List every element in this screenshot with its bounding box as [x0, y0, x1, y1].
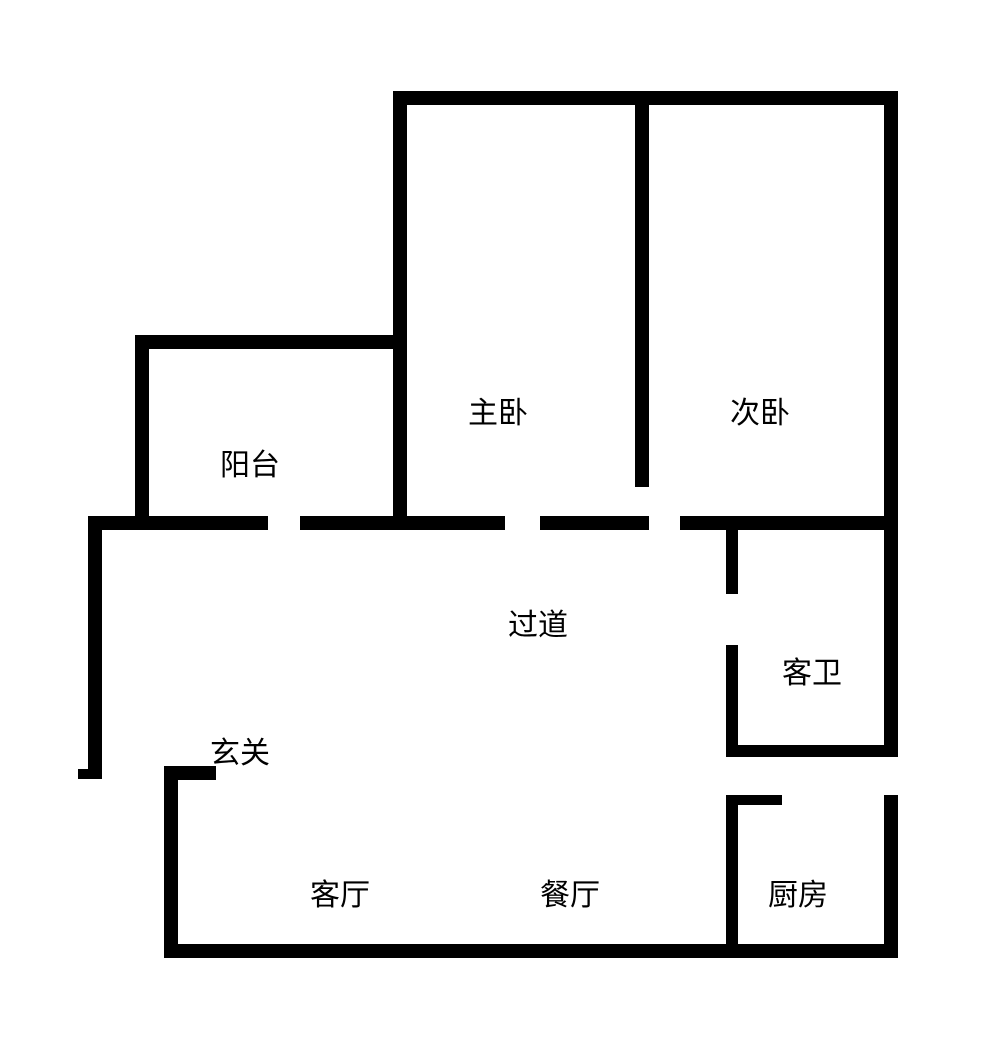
label-corridor: 过道 — [508, 600, 568, 644]
wall-outer-right-lower — [884, 795, 898, 958]
wall-mid-horiz-bed2 — [680, 516, 898, 530]
wall-mid-horiz-left — [88, 516, 268, 530]
wall-kitchen-left — [726, 795, 738, 944]
wall-outer-left-lower — [164, 766, 178, 958]
wall-bed-right-vert — [884, 91, 898, 529]
label-second_bedroom: 次卧 — [730, 388, 790, 432]
label-balcony: 阳台 — [220, 440, 280, 484]
wall-bed-left-vert — [393, 91, 407, 529]
wall-mid-horiz-center — [300, 516, 505, 530]
wall-balcony-top — [135, 335, 405, 349]
label-entrance: 玄关 — [210, 728, 270, 772]
wall-bath-left-lower — [726, 645, 738, 755]
wall-bath-right — [884, 516, 898, 757]
label-master_bedroom: 主卧 — [468, 388, 528, 432]
label-kitchen: 厨房 — [768, 870, 828, 914]
wall-outer-left-upper — [88, 516, 102, 779]
label-living_room: 客厅 — [310, 870, 370, 914]
wall-bath-bottom — [726, 745, 898, 757]
label-dining_room: 餐厅 — [540, 870, 600, 914]
wall-outer-left-tick — [78, 769, 102, 779]
label-guest_bath: 客卫 — [782, 648, 842, 692]
wall-bed-mid-vert — [635, 91, 649, 487]
wall-kitchen-top-stub — [726, 795, 782, 805]
wall-outer-bottom — [164, 944, 898, 958]
wall-balcony-left — [135, 335, 149, 529]
floorplan-canvas: 阳台 主卧 次卧过道客卫玄关客厅 餐厅 厨房 — [0, 0, 999, 1055]
wall-entry-top-stub — [164, 766, 216, 780]
wall-mid-horiz-bed1 — [540, 516, 649, 530]
wall-bath-left — [726, 516, 738, 594]
